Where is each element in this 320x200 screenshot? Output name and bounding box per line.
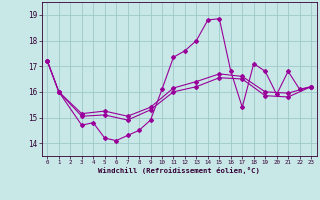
X-axis label: Windchill (Refroidissement éolien,°C): Windchill (Refroidissement éolien,°C) [98,167,260,174]
